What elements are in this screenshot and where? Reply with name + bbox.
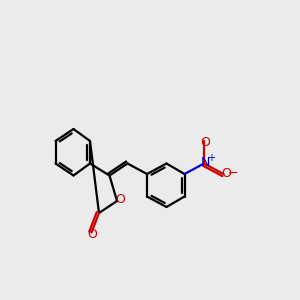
Text: O: O (200, 136, 210, 149)
Text: O: O (221, 167, 231, 180)
Text: −: − (228, 167, 238, 180)
Text: O: O (116, 193, 125, 206)
Text: +: + (208, 153, 215, 163)
Text: N: N (201, 156, 210, 169)
Text: O: O (88, 227, 97, 241)
